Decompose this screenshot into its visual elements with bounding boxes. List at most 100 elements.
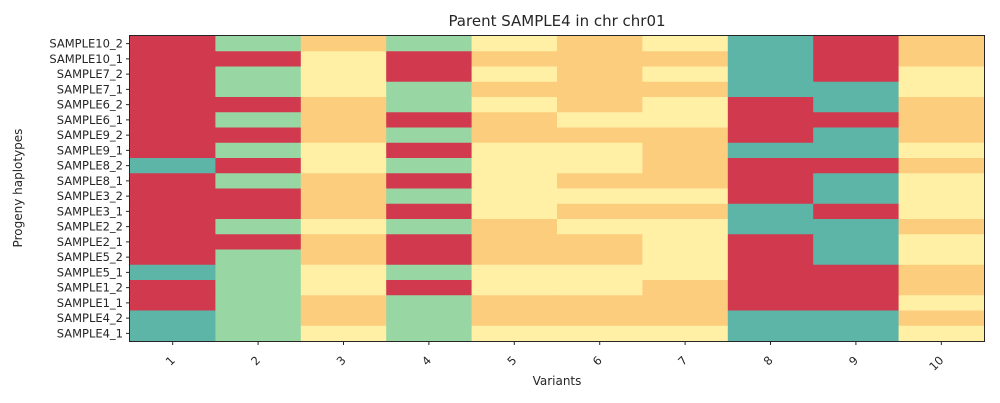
heatmap-cell bbox=[386, 51, 473, 68]
heatmap-cell bbox=[471, 310, 558, 327]
heatmap-cell bbox=[471, 97, 558, 113]
heatmap-cell bbox=[898, 325, 985, 342]
heatmap-cell bbox=[813, 219, 900, 235]
heatmap-cell bbox=[557, 51, 643, 68]
heatmap-cell bbox=[386, 295, 473, 312]
heatmap-cell bbox=[642, 325, 729, 342]
heatmap-cell bbox=[642, 249, 729, 266]
heatmap-cell bbox=[130, 81, 216, 98]
heatmap-cell bbox=[130, 36, 216, 52]
heatmap-cell bbox=[215, 203, 302, 220]
heatmap-cell bbox=[898, 66, 985, 83]
heatmap-cell bbox=[215, 97, 302, 113]
heatmap-cell bbox=[642, 36, 729, 52]
y-tick-label: SAMPLE2_1 bbox=[57, 235, 123, 249]
heatmap-cell bbox=[898, 142, 985, 159]
heatmap-cell bbox=[898, 97, 985, 113]
heatmap-cell bbox=[471, 112, 558, 129]
heatmap-cell bbox=[642, 234, 729, 251]
heatmap-cell bbox=[727, 36, 814, 52]
heatmap-cell bbox=[813, 295, 900, 312]
heatmap-cell bbox=[642, 51, 729, 68]
heatmap-cell bbox=[215, 36, 302, 52]
y-tick-label: SAMPLE4_2 bbox=[57, 311, 123, 325]
heatmap-cell bbox=[898, 280, 985, 296]
heatmap-cell bbox=[471, 188, 558, 205]
heatmap-cell bbox=[813, 127, 900, 144]
heatmap-cell bbox=[813, 203, 900, 220]
heatmap-cell bbox=[813, 325, 900, 342]
heatmap-cell bbox=[813, 234, 900, 251]
heatmap-cell bbox=[813, 249, 900, 266]
x-tick-label: 10 bbox=[926, 353, 946, 373]
heatmap-cell bbox=[300, 325, 387, 342]
heatmap-cell bbox=[215, 51, 302, 68]
heatmap-cell bbox=[215, 295, 302, 312]
heatmap-cell bbox=[130, 295, 216, 312]
heatmap-cell bbox=[386, 249, 473, 266]
heatmap-cell bbox=[130, 264, 216, 281]
heatmap-cell bbox=[898, 310, 985, 327]
heatmap-cell bbox=[727, 325, 814, 342]
heatmap-cell bbox=[386, 142, 473, 159]
heatmap-cell bbox=[898, 173, 985, 190]
y-tick-label: SAMPLE2_2 bbox=[57, 220, 123, 234]
heatmap-cell bbox=[727, 158, 814, 174]
heatmap-cell bbox=[557, 264, 643, 281]
heatmap-cell bbox=[813, 188, 900, 205]
heatmap-cell bbox=[727, 203, 814, 220]
y-tick-label: SAMPLE7_1 bbox=[57, 82, 123, 96]
heatmap-cell bbox=[471, 142, 558, 159]
y-tick-label: SAMPLE1_2 bbox=[57, 281, 123, 295]
heatmap-cell bbox=[557, 97, 643, 113]
heatmap-cell bbox=[727, 264, 814, 281]
heatmap-cell bbox=[642, 264, 729, 281]
heatmap-cell bbox=[386, 97, 473, 113]
heatmap-cell bbox=[386, 81, 473, 98]
heatmap-cell bbox=[300, 280, 387, 296]
heatmap-cell bbox=[642, 97, 729, 113]
heatmap-cell bbox=[898, 112, 985, 129]
heatmap-cell bbox=[215, 142, 302, 159]
heatmap-cell bbox=[471, 66, 558, 83]
x-axis-label: Variants bbox=[533, 374, 582, 388]
heatmap-cell bbox=[898, 249, 985, 266]
heatmap-cell bbox=[813, 280, 900, 296]
heatmap-cell bbox=[130, 112, 216, 129]
chart-title: Parent SAMPLE4 in chr chr01 bbox=[448, 12, 665, 30]
heatmap-cell bbox=[300, 158, 387, 174]
heatmap-cell bbox=[471, 203, 558, 220]
heatmap-cell bbox=[557, 234, 643, 251]
heatmap-cell bbox=[471, 249, 558, 266]
heatmap-cell bbox=[300, 188, 387, 205]
heatmap-cell bbox=[215, 264, 302, 281]
heatmap-cell bbox=[642, 112, 729, 129]
heatmap-cell bbox=[898, 188, 985, 205]
heatmap-cell bbox=[813, 173, 900, 190]
heatmap-cell bbox=[642, 310, 729, 327]
heatmap-cell bbox=[130, 66, 216, 83]
heatmap-cell bbox=[386, 264, 473, 281]
heatmap-cells bbox=[130, 36, 985, 342]
heatmap-cell bbox=[557, 173, 643, 190]
heatmap-cell bbox=[215, 112, 302, 129]
heatmap-cell bbox=[300, 264, 387, 281]
heatmap-cell bbox=[898, 81, 985, 98]
heatmap-cell bbox=[813, 264, 900, 281]
heatmap-cell bbox=[898, 51, 985, 68]
heatmap-cell bbox=[557, 158, 643, 174]
heatmap-cell bbox=[300, 173, 387, 190]
heatmap-cell bbox=[386, 112, 473, 129]
heatmap-cell bbox=[130, 188, 216, 205]
heatmap-cell bbox=[386, 158, 473, 174]
y-tick-label: SAMPLE3_1 bbox=[57, 204, 123, 218]
heatmap-cell bbox=[813, 36, 900, 52]
heatmap-cell bbox=[215, 81, 302, 98]
heatmap-cell bbox=[471, 81, 558, 98]
heatmap-cell bbox=[130, 97, 216, 113]
heatmap-cell bbox=[557, 219, 643, 235]
heatmap-cell bbox=[557, 112, 643, 129]
heatmap-cell bbox=[471, 325, 558, 342]
y-tick-label: SAMPLE9_2 bbox=[57, 128, 123, 142]
